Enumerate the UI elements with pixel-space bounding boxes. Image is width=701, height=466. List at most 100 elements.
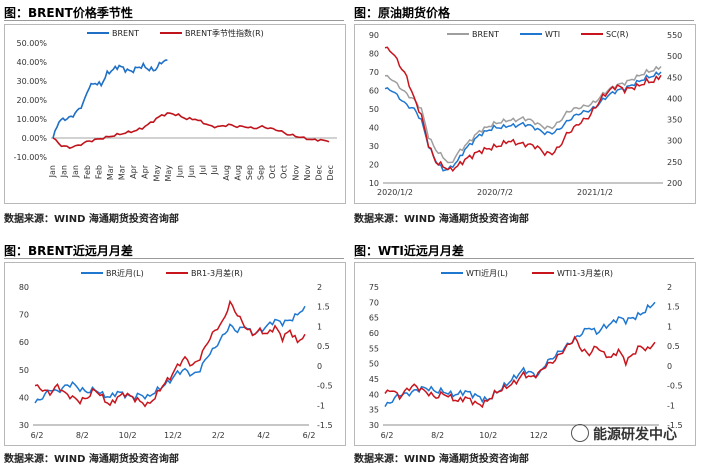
chart-svg: 30 35 40 45 50 55 60 65 70 75 -1.5 -1 -0.5 0 0.5 1 1.5 2 6… [369,268,683,440]
legend-label: WTI [545,30,560,39]
title-divider [354,20,694,21]
y-left-tick-label: 65 [369,314,379,323]
x-tick-label: 2020/1/2 [377,188,413,197]
y-right-tick-label: -1 [667,401,675,410]
x-tick-label: 6/2 [381,431,394,440]
y-right-tick-label: -1.5 [317,421,333,430]
x-tick-label: 6/2 [31,431,44,440]
title-divider [354,258,694,259]
x-tick-label: Oct [280,165,289,179]
y-right-tick-label: 0.5 [667,342,680,351]
x-tick-label: 6/2 [303,431,316,440]
y-left-tick-label: 45 [369,375,379,384]
y-left-tick-label: 55 [369,344,379,353]
title-divider [4,20,344,21]
y-left-tick-label: 50 [19,366,29,375]
y-tick-label: 50.00% [16,39,47,48]
y-right-tick-label: 550 [667,31,682,40]
x-tick-label: 12/2 [530,431,548,440]
y-right-tick-label: -1.5 [667,421,683,430]
x-tick-label: Dec [314,165,323,180]
chart-frame: 30 40 50 60 70 80 -1.5 -1 -0.5 0 0.5 1 1.5 2 6/2 8/2 10/… [4,262,346,446]
x-tick-label: Jan [60,165,69,178]
chart-svg: -10.00% 0.00% 10.00% 20.00% 30.00% 40.00% 50.0… [14,28,337,182]
y-right-tick-label: -0.5 [317,382,333,391]
chart-frame: 30 35 40 45 50 55 60 65 70 75 -1.5 -1 -0.5 0 0.5 1 1.5 2 6… [354,262,696,446]
y-tick-label: 40.00% [16,58,47,67]
x-tick-label: Nov [303,165,312,181]
y-left-tick-label: 40 [19,393,29,402]
y-left-tick-label: 80 [19,283,29,292]
x-tick-label: May [164,165,173,182]
y-right-tick-label: 450 [667,73,682,82]
x-tick-label: Jan [48,165,57,178]
watermark-text: 能源研发中心 [593,427,677,443]
series-line-brent [52,59,168,139]
legend-label: BR近月(L) [106,268,144,278]
x-tick-label: Jun [175,165,184,179]
x-tick-label: 12/2 [164,431,182,440]
x-tick-label: Oct [268,165,277,179]
y-right-tick-label: 2 [317,283,322,292]
x-tick-label: Feb [94,165,103,179]
x-tick-label: 10/2 [479,431,497,440]
y-left-tick-label: 60 [19,338,29,347]
y-left-tick-label: 90 [369,31,379,40]
y-left-tick-label: 20 [369,161,379,170]
panel-crude-futures: 图：原油期货价格 10 20 30 40 50 60 70 80 90 200 250 300 350 4… [352,0,701,230]
legend-label: BRENT [472,30,499,39]
x-tick-label: 2020/7/2 [477,188,513,197]
x-tick-label: Apr [129,164,138,179]
y-tick-label: -10.00% [14,153,48,162]
y-tick-label: 10.00% [16,115,47,124]
y-left-tick-label: 30 [369,142,379,151]
legend-label: BRENT季节性指数(R) [185,28,264,38]
y-left-tick-label: 75 [369,283,379,292]
series-line-front-month [384,301,656,407]
y-right-tick-label: -0.5 [667,382,683,391]
y-left-tick-label: 60 [369,329,379,338]
x-tick-label: Aug [233,165,242,181]
x-tick-label: 4/2 [257,431,270,440]
x-tick-label: 2021/1/2 [577,188,613,197]
chart-svg: 10 20 30 40 50 60 70 80 90 200 250 300 350 400 450 500 5… [369,30,682,197]
series-line-front-month [34,305,306,404]
y-right-tick-label: 0.5 [317,342,330,351]
y-left-tick-label: 50 [369,105,379,114]
y-left-tick-label: 40 [369,124,379,133]
x-tick-label: Dec [326,165,335,180]
legend-label: WTI1-3月差(R) [557,268,613,278]
y-left-tick-label: 30 [369,421,379,430]
title-divider [4,258,344,259]
x-tick-label: Jul [199,165,208,176]
y-left-tick-label: 70 [369,298,379,307]
y-right-tick-label: -1 [317,401,325,410]
data-source: 数据来源：WIND 海通期货投资咨询部 [4,214,179,225]
data-source: 数据来源：WIND 海通期货投资咨询部 [4,454,179,465]
panel-brent-seasonality: 图：BRENT价格季节性 -10.00% 0.00% 10.00% 20.00% 30.… [0,0,350,230]
y-right-tick-label: 200 [667,179,682,188]
series-line-sc-r- [384,46,662,173]
series-line-spread [34,299,306,408]
x-tick-label: Jun [187,165,196,179]
x-tick-label: Apr [141,164,150,179]
y-right-tick-label: 1.5 [667,303,680,312]
y-left-tick-label: 40 [369,390,379,399]
chart-frame: 10 20 30 40 50 60 70 80 90 200 250 300 350 400 450 500 5… [354,24,696,204]
x-tick-label: Jul [210,165,219,176]
legend-label: SC(R) [606,30,628,39]
chart-frame: -10.00% 0.00% 10.00% 20.00% 30.00% 40.00% 50.0… [4,24,346,204]
y-right-tick-label: 300 [667,137,682,146]
data-source: 数据来源：WIND 海通期货投资咨询部 [354,454,529,465]
x-tick-label: 8/2 [431,431,444,440]
series-line-brent-seasonal-index [52,112,330,150]
y-right-tick-label: 1 [317,322,322,331]
x-tick-label: Mar [118,164,127,180]
y-left-tick-label: 70 [19,311,29,320]
y-left-tick-label: 30 [19,421,29,430]
y-left-tick-label: 80 [369,50,379,59]
x-tick-label: May [152,165,161,182]
panel-wti-spread: 图：WTI近远月月差 30 35 40 45 50 55 60 65 70 75 -1.5 -1 -0.… [352,236,701,466]
y-right-tick-label: 350 [667,116,682,125]
x-tick-label: Mar [106,164,115,180]
